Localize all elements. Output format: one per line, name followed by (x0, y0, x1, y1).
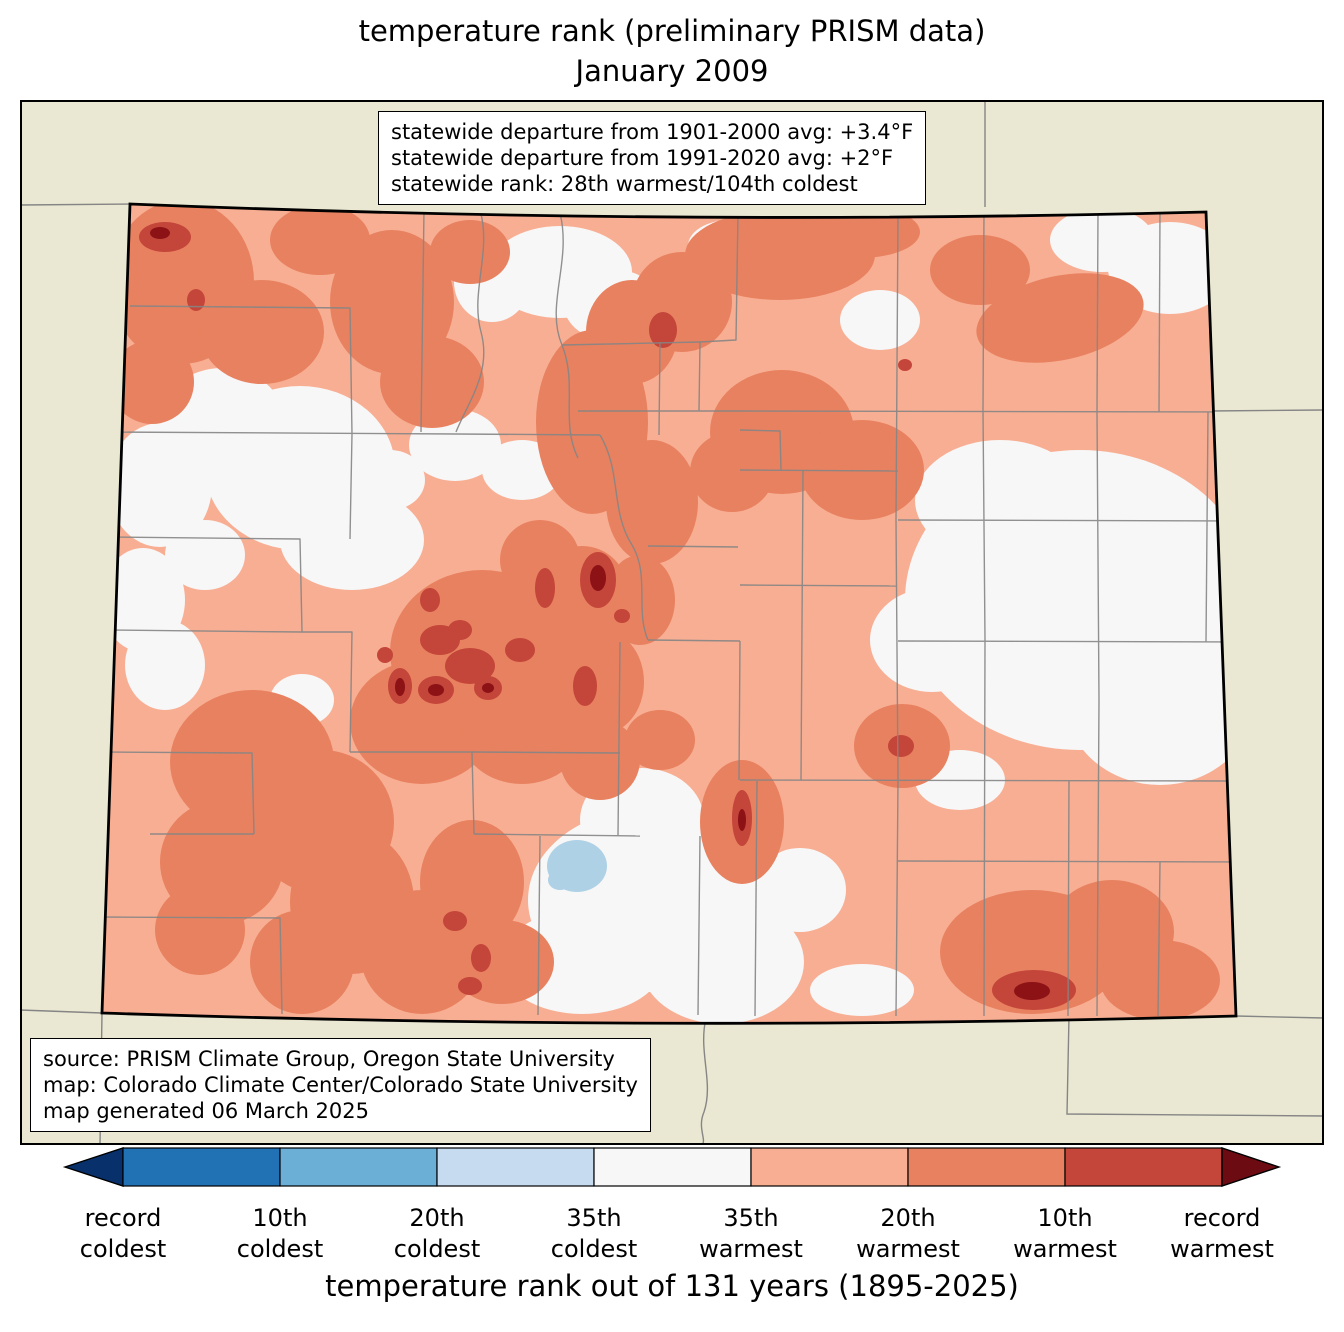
axes-frame (20, 100, 1324, 1145)
colorbar-seg-4 (593, 1147, 752, 1187)
source-line-2: map: Colorado Climate Center/Colorado St… (43, 1073, 638, 1097)
county-lines (102, 207, 1236, 1017)
colorbar-label-20th-warmest: 20th warmest (856, 1204, 960, 1263)
colorbar-arrow-warm (1221, 1147, 1282, 1187)
colorbar-label-20th-coldest: 20th coldest (393, 1204, 481, 1263)
colorbar-seg-6 (907, 1147, 1066, 1187)
rank-cool-areas (547, 840, 607, 892)
source-box: source: PRISM Climate Group, Oregon Stat… (30, 1038, 651, 1132)
colorbar-seg-5 (750, 1147, 909, 1187)
page-title: temperature rank (preliminary PRISM data… (358, 14, 986, 48)
colorbar-seg-2 (279, 1147, 438, 1187)
stats-line-1: statewide departure from 1901-2000 avg: … (391, 120, 914, 144)
colorbar-caption: temperature rank out of 131 years (1895-… (325, 1269, 1019, 1303)
colorbar-label-record-warmest: record warmest (1170, 1204, 1274, 1263)
neighbor-state-borders (20, 100, 1324, 1145)
colorbar-label-record-coldest: record coldest (79, 1204, 167, 1263)
stats-line-3: statewide rank: 28th warmest/104th colde… (391, 172, 858, 196)
colorbar-arrow-cold (62, 1147, 124, 1187)
colorbar (62, 1147, 1282, 1187)
colorbar-seg-7 (1064, 1147, 1223, 1187)
stats-box: statewide departure from 1901-2000 avg: … (378, 111, 927, 205)
colorbar-seg-1 (122, 1147, 281, 1187)
colorado-map (20, 100, 1324, 1145)
colorbar-label-35th-warmest: 35th warmest (699, 1204, 803, 1263)
source-line-1: source: PRISM Climate Group, Oregon Stat… (43, 1047, 615, 1071)
colorbar-seg-3 (436, 1147, 595, 1187)
colorbar-label-10th-warmest: 10th warmest (1013, 1204, 1117, 1263)
page-subtitle: January 2009 (575, 54, 769, 88)
state-border (100, 202, 1238, 1025)
colorbar-label-35th-coldest: 35th coldest (550, 1204, 638, 1263)
colorbar-label-10th-coldest: 10th coldest (236, 1204, 324, 1263)
rank-record-warm-areas (150, 227, 1050, 1000)
rank-mid-warm-areas (110, 204, 1220, 1020)
source-line-3: map generated 06 March 2025 (43, 1099, 370, 1123)
stats-line-2: statewide departure from 1991-2020 avg: … (391, 146, 894, 170)
